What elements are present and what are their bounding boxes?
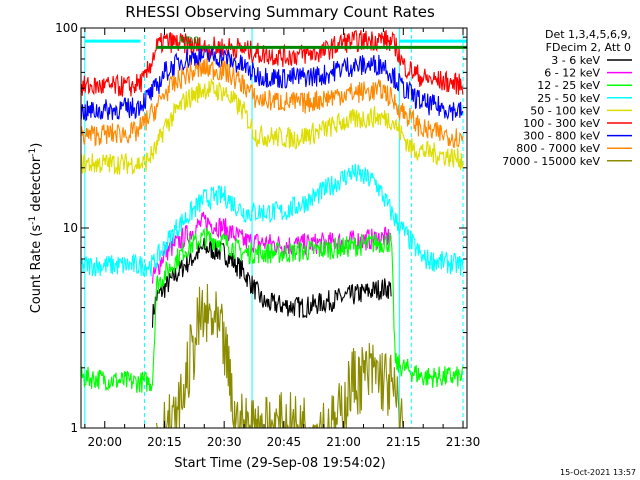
legend-header-line-2: FDecim 2, Att 0 xyxy=(546,41,631,54)
series-line-7000-15000-kev-kev xyxy=(155,283,404,428)
legend-label-800-7000-kev-kev: 800 - 7000 keV xyxy=(516,142,600,155)
legend-label-300-800-kev-kev: 300 - 800 keV xyxy=(523,130,600,143)
flags-layer: RD0 xyxy=(84,35,467,49)
x-tick-label-3: 20:30 xyxy=(207,435,242,449)
chart-title: RHESSI Observing Summary Count Rates xyxy=(125,3,435,21)
x-axis-ticks: 20:00 20:15 20:30 20:45 21:00 21:15 21:30 xyxy=(84,28,481,449)
series-line-300-800-kev-kev xyxy=(81,45,464,122)
series-line-3-6-kev-kev xyxy=(151,237,392,328)
x-axis-label: Start Time (29-Sep-08 19:54:02) xyxy=(174,456,385,471)
flag-label-rd0: RD0 xyxy=(179,35,200,46)
y-axis-ticks: 1 10 100 xyxy=(55,21,467,435)
x-tick-label-7: 21:30 xyxy=(446,435,481,449)
legend-label-3-6-kev-kev: 3 - 6 keV xyxy=(551,54,600,67)
legend-label-50-100-kev-kev: 50 - 100 keV xyxy=(530,104,600,117)
x-tick-label-5: 21:00 xyxy=(326,435,361,449)
y-tick-label-1: 1 xyxy=(70,421,78,435)
x-tick-label-2: 20:15 xyxy=(147,435,182,449)
legend-label-7000-15000-kev-kev: 7000 - 15000 keV xyxy=(502,155,600,168)
x-tick-label-6: 21:15 xyxy=(386,435,421,449)
series-line-12-25-kev-kev xyxy=(81,227,464,393)
x-tick-label-4: 20:45 xyxy=(267,435,302,449)
legend-label-6-12-kev-kev: 6 - 12 keV xyxy=(544,67,600,80)
series-line-100-300-kev-kev xyxy=(81,29,464,97)
series-layer xyxy=(81,29,464,428)
y-tick-label-2: 10 xyxy=(63,221,78,235)
timestamp: 15-Oct-2021 13:57 xyxy=(560,468,636,477)
series-line-800-7000-kev-kev xyxy=(81,57,464,148)
series-line-25-50-kev-kev xyxy=(81,163,464,277)
legend-label-25-50-kev-kev: 25 - 50 keV xyxy=(537,92,600,105)
y-axis-label: Count Rate (s-1 detector-1) xyxy=(28,143,44,314)
x-tick-label-1: 20:00 xyxy=(87,435,122,449)
legend-header-line-1: Det 1,3,4,5,6,9, xyxy=(545,28,631,41)
series-line-50-100-kev-kev xyxy=(81,77,464,175)
legend-label-12-25-kev-kev: 12 - 25 keV xyxy=(537,79,600,92)
legend-label-100-300-kev-kev: 100 - 300 keV xyxy=(523,117,600,130)
y-tick-label-3: 100 xyxy=(55,21,78,35)
